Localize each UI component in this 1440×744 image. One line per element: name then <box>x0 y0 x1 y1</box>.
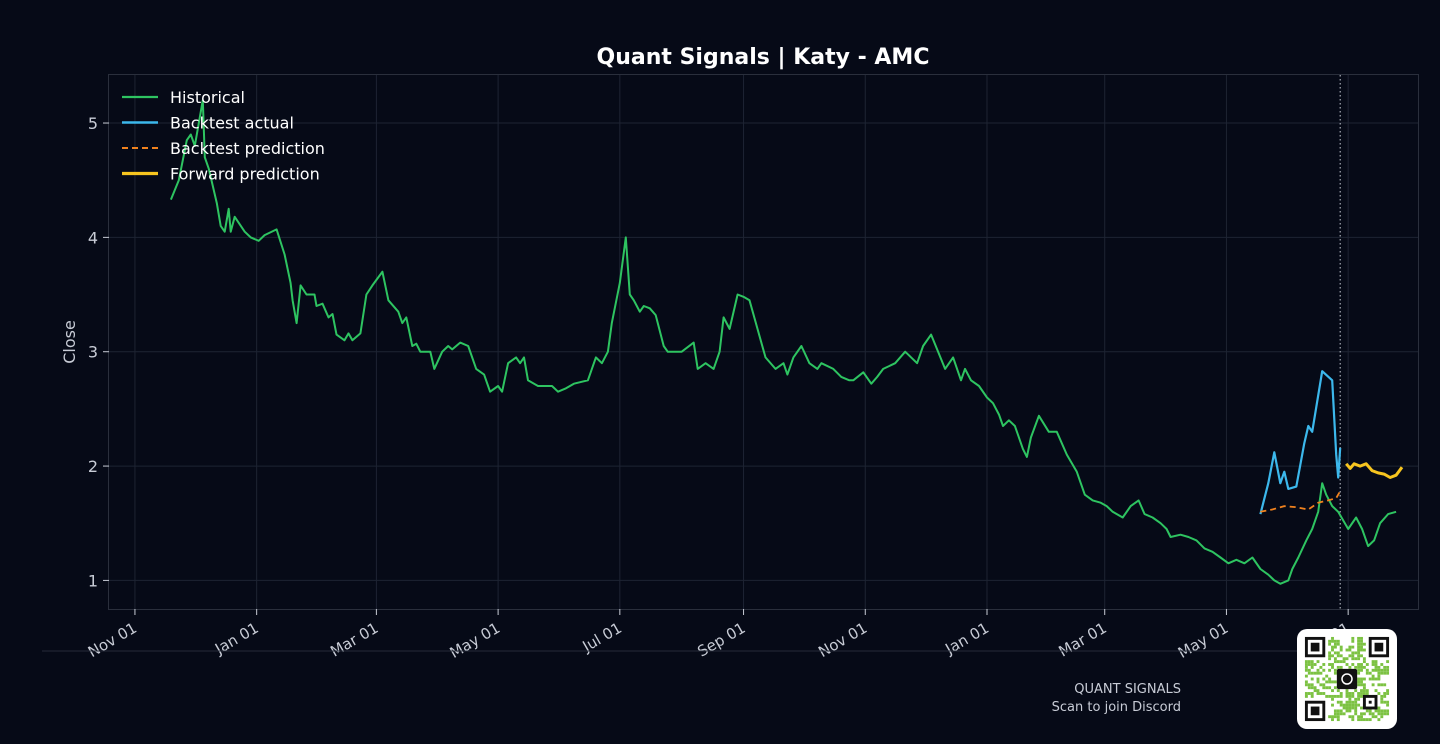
legend-label: Forward prediction <box>170 165 320 184</box>
legend: Historical Backtest actual Backtest predic… <box>122 88 325 184</box>
series-line-forward-prediction <box>1345 462 1404 479</box>
x-tick-label: Jan 01 <box>211 619 262 659</box>
x-tick-label: May 01 <box>1175 619 1232 662</box>
y-tick-label: 4 <box>88 228 98 247</box>
x-tick-label: Mar 01 <box>327 619 381 661</box>
footer-brand: QUANT SIGNALS <box>1074 682 1181 697</box>
footer-cta[interactable]: Scan to join Discord <box>1051 700 1181 715</box>
series-group <box>169 99 1404 585</box>
x-tick-label: Jul 01 <box>579 619 625 656</box>
x-tick-label: Nov 01 <box>815 619 870 661</box>
series-line-backtest-actual <box>1259 370 1342 515</box>
chart-title: Quant Signals | Katy - AMC <box>597 45 930 70</box>
plot-area <box>108 74 1419 610</box>
y-tick-label: 2 <box>88 457 98 476</box>
x-tick-label: Nov 01 <box>85 619 140 661</box>
x-tick-label: Mar 01 <box>1056 619 1110 661</box>
y-axis-label: Close <box>60 320 79 364</box>
y-tick-label: 5 <box>88 114 98 133</box>
legend-label: Backtest actual <box>170 114 294 133</box>
qr-code[interactable] <box>1297 629 1397 729</box>
qr-code-icon <box>1304 636 1390 722</box>
x-tick-label: Sep 01 <box>694 619 748 661</box>
legend-label: Backtest prediction <box>170 139 325 158</box>
y-tick-label: 3 <box>88 343 98 362</box>
series-line-historical <box>169 99 1397 585</box>
x-tick-label: Jan 01 <box>941 619 992 659</box>
legend-label: Historical <box>170 88 245 107</box>
x-axis: Nov 01 Jan 01 Mar 01 May 01 Jul 01 Sep 01 Nov … <box>85 609 1353 662</box>
y-axis: 1 2 3 4 5 <box>88 114 109 590</box>
grid <box>109 75 1418 609</box>
y-tick-label: 1 <box>88 571 98 590</box>
x-tick-label: May 01 <box>447 619 504 662</box>
